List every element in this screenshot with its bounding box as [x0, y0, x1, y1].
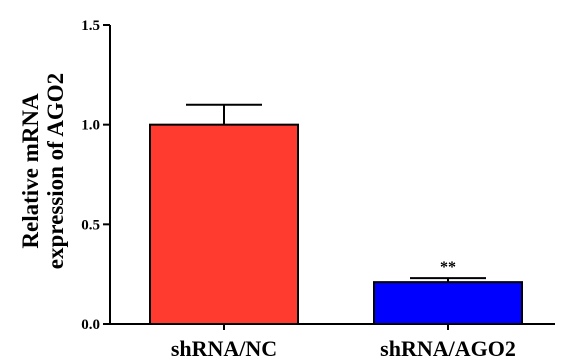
x-category-label: shRNA/NC	[171, 336, 277, 360]
annotations: **	[440, 259, 456, 276]
y-axis-title: Relative mRNA expression of AGO2	[18, 73, 68, 269]
y-tick-label: 1.5	[81, 18, 100, 34]
x-axis-labels: shRNA/NC shRNA/AGO2	[171, 324, 516, 360]
y-tick-label: 0.0	[81, 317, 100, 333]
significance-marker: **	[440, 259, 456, 276]
bars	[149, 123, 523, 326]
y-tick-label: 0.5	[81, 217, 100, 233]
y-tick-label: 1.0	[81, 118, 100, 134]
y-axis-title-line-1: Relative mRNA	[18, 93, 43, 249]
y-axis-ticks: 0.0 0.5 1.0 1.5	[81, 18, 110, 333]
bar-1	[149, 123, 299, 325]
x-category-label: shRNA/AGO2	[380, 336, 516, 360]
y-axis-title-line-2: expression of AGO2	[43, 73, 68, 269]
bar-2	[373, 281, 523, 326]
error-bars	[186, 103, 486, 283]
